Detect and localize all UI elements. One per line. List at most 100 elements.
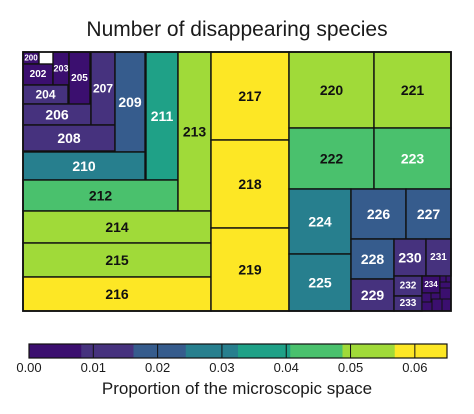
treemap-cell-label: 220: [320, 82, 344, 98]
treemap-cell-212: 212: [22, 179, 179, 212]
treemap-tiny-cell: [421, 292, 432, 303]
treemap-cell-200: 200: [22, 51, 40, 65]
treemap-cell-label: 208: [57, 130, 81, 146]
treemap-cell-label: 228: [361, 251, 385, 267]
treemap-cell-label: 214: [105, 219, 129, 235]
treemap-cell-label: 231: [430, 252, 447, 263]
colorbar-tick-label: 0.04: [274, 360, 299, 375]
treemap-cell-label: 221: [401, 82, 425, 98]
treemap-cell-label: 224: [308, 214, 332, 230]
treemap-cell-rect: [350, 238, 395, 280]
treemap-cell-rect: [288, 188, 352, 255]
treemap-cell-rect: [350, 188, 407, 240]
treemap-cell-label: 206: [45, 107, 69, 123]
colorbar-segment: [133, 344, 187, 358]
treemap-cell-label: 216: [105, 286, 129, 302]
treemap-cell-label: 222: [320, 151, 344, 167]
treemap-tiny-cell: [439, 281, 452, 289]
treemap-tiny-cell: [439, 287, 452, 300]
treemap-cell-label: 233: [400, 298, 417, 309]
treemap-cell-224: 224: [288, 188, 352, 255]
treemap-cell-215: 215: [22, 242, 212, 278]
treemap-cell-204: 204: [22, 84, 69, 105]
treemap-cell-label: 226: [367, 206, 391, 222]
treemap-cell-label: 204: [35, 88, 55, 102]
treemap-cell-219: 219: [210, 227, 290, 312]
treemap-cell-label: 211: [151, 108, 174, 124]
treemap-cell-230: 230: [393, 238, 427, 277]
treemap-cell-label: 227: [417, 206, 441, 222]
treemap-cell-label: 200: [24, 54, 38, 63]
treemap-cells: 200 202 203 204 205 206 207 208 209 210 211 212 213 2…: [22, 51, 452, 312]
treemap-cell-231: 231: [425, 238, 452, 277]
treemap-cell-label: 213: [183, 124, 207, 140]
treemap-cell-label: 219: [238, 262, 262, 278]
treemap-cell-208: 208: [22, 124, 116, 152]
treemap-cell-203: 203: [52, 51, 70, 86]
colorbar-tick-label: 0.00: [16, 360, 41, 375]
treemap-cell-label: 207: [93, 82, 113, 96]
colorbar-segment: [81, 344, 134, 358]
treemap-cell-rect: [288, 127, 375, 190]
treemap-cell-label: 230: [398, 250, 422, 266]
colorbar-tick-label: 0.05: [338, 360, 363, 375]
chart-title: Number of disappearing species: [86, 18, 388, 41]
treemap-cell-202: 202: [22, 63, 54, 86]
treemap-cell-233: 233: [393, 295, 423, 312]
treemap-cell-rect: [405, 188, 452, 240]
treemap-cell-207: 207: [90, 51, 116, 126]
treemap-cell-218: 218: [210, 139, 290, 229]
treemap-cell-222: 222: [288, 127, 375, 190]
treemap-cell-221: 221: [373, 51, 452, 129]
treemap-cell-209: 209: [114, 51, 146, 153]
treemap-cell-label: 203: [53, 64, 68, 74]
treemap-cell-220: 220: [288, 51, 375, 129]
treemap-cell-rect: [425, 238, 452, 277]
colorbar-segment: [290, 344, 343, 358]
treemap-cell-210: 210: [22, 151, 146, 181]
treemap-cell-label: 232: [400, 281, 417, 292]
treemap-cell-223: 223: [373, 127, 452, 190]
treemap-cell-label: 234: [424, 280, 438, 289]
colorbar: 0.00 0.01 0.02 0.03 0.04 0.05 0.06: [16, 343, 448, 375]
treemap-cell-226: 226: [350, 188, 407, 240]
treemap-cell-rect: [210, 139, 290, 229]
treemap-cell-label: 229: [361, 287, 385, 303]
treemap-cell-rect: [210, 51, 290, 141]
treemap-cell-228: 228: [350, 238, 395, 280]
treemap-tiny-cell: [431, 298, 443, 312]
treemap-cell-label: 209: [118, 94, 142, 110]
treemap-cell-211: 211: [145, 51, 179, 181]
treemap-cell-206: 206: [22, 103, 92, 126]
treemap-frame: [22, 51, 452, 312]
colorbar-segment: [238, 344, 291, 358]
treemap-cell-rect: [288, 51, 375, 129]
treemap-cell-label: 202: [30, 69, 47, 80]
treemap-cell-rect: [288, 253, 352, 312]
colorbar-tick-label: 0.02: [145, 360, 170, 375]
treemap-cell-label: 212: [89, 188, 113, 204]
colorbar-tick-label: 0.06: [402, 360, 427, 375]
treemap-cell-rect: [22, 124, 116, 152]
treemap-cell-227: 227: [405, 188, 452, 240]
colorbar-tick-label: 0.03: [209, 360, 234, 375]
treemap-cell-label: 217: [238, 88, 262, 104]
colorbar-tick-label: 0.01: [81, 360, 106, 375]
treemap-cell-label: 215: [105, 252, 129, 268]
treemap-cell-label: 223: [401, 151, 425, 167]
treemap-cell-label: 210: [72, 158, 96, 174]
treemap-cell-234: 234: [421, 275, 441, 294]
treemap-cell-label: 205: [71, 73, 88, 84]
treemap-tiny-cell: [421, 301, 433, 312]
treemap-cell-213: 213: [177, 51, 212, 212]
treemap-cell-217: 217: [210, 51, 290, 141]
treemap-cell-rect: [114, 51, 146, 153]
colorbar-label: Proportion of the microscopic space: [101, 379, 373, 398]
treemap-cell-rect: [22, 151, 146, 181]
treemap-cell-label: 218: [238, 176, 262, 192]
treemap-cell-rect: [22, 276, 212, 312]
colorbar-segment: [29, 344, 82, 358]
treemap-tiny-cell: [441, 298, 452, 312]
treemap-cell-225: 225: [288, 253, 352, 312]
